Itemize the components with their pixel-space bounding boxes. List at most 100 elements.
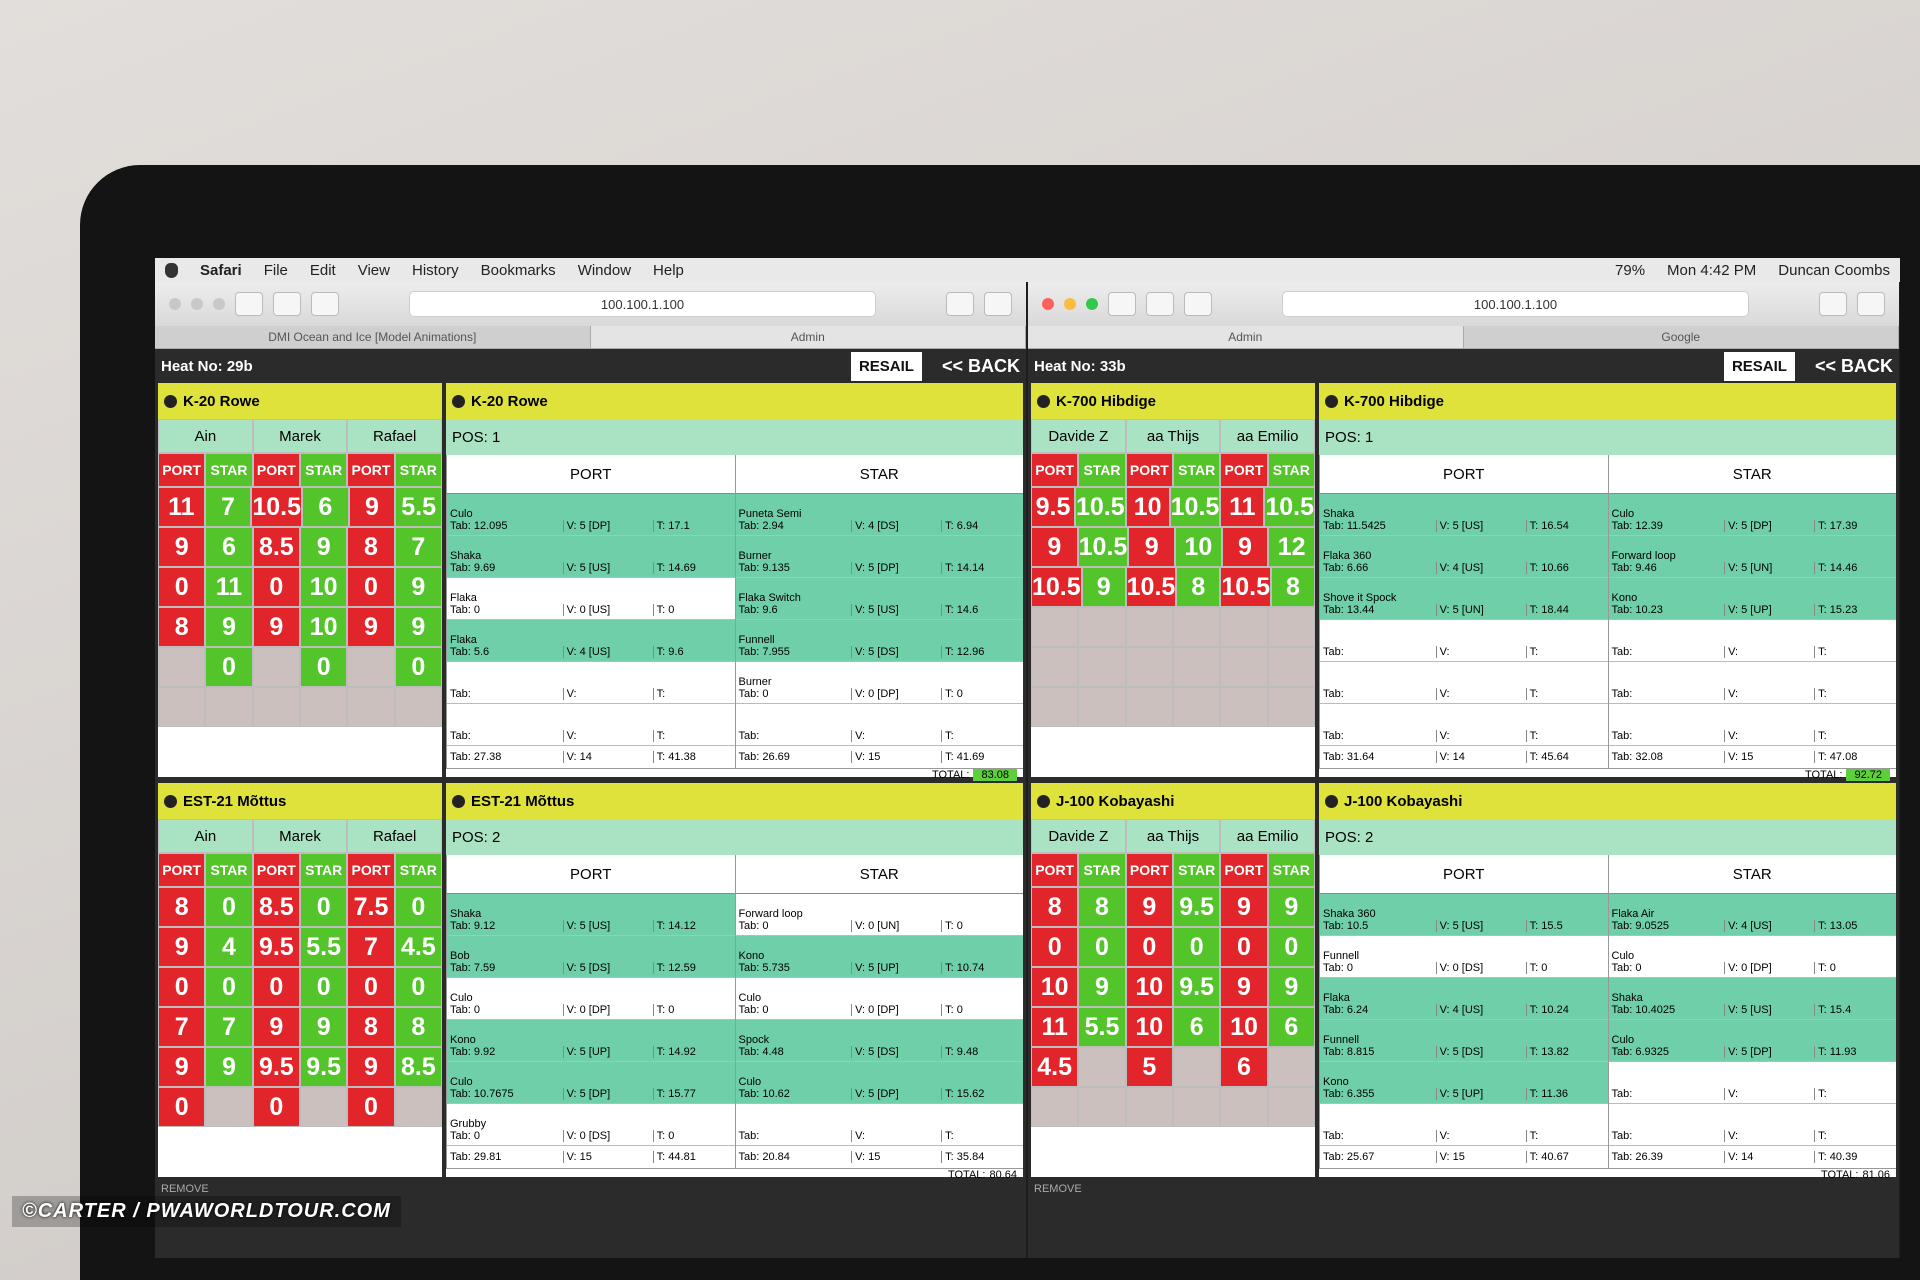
- score-cell[interactable]: [1125, 647, 1173, 687]
- back-link[interactable]: << BACK: [1814, 355, 1893, 376]
- wave-cell[interactable]: Flaka Air Tab: 9.0525 V: 4 [US] T: 13.05: [1608, 894, 1896, 936]
- score-cell[interactable]: [205, 1087, 253, 1127]
- score-cell[interactable]: 10.5: [251, 487, 302, 527]
- score-cell[interactable]: 9: [158, 1047, 206, 1087]
- score-cell[interactable]: 11: [158, 487, 205, 527]
- score-cell[interactable]: 7: [204, 487, 252, 527]
- score-cell[interactable]: 0: [347, 1087, 395, 1127]
- tab[interactable]: Admin: [1028, 326, 1464, 348]
- score-cell[interactable]: [1267, 647, 1315, 687]
- wave-cell[interactable]: Kono Tab: 10.23 V: 5 [UP] T: 15.23: [1608, 578, 1896, 620]
- score-cell[interactable]: 0: [299, 647, 348, 687]
- score-cell[interactable]: 5: [1125, 1047, 1173, 1087]
- score-cell[interactable]: 10: [1125, 1007, 1173, 1047]
- wave-cell[interactable]: Culo Tab: 12.095 V: 5 [DP] T: 17.1: [447, 494, 735, 536]
- toggle-icon[interactable]: [1037, 394, 1050, 408]
- share-button[interactable]: [1819, 292, 1847, 316]
- share-button[interactable]: [946, 292, 974, 316]
- wave-cell[interactable]: Tab: V: T:: [1608, 620, 1896, 662]
- user-name[interactable]: Duncan Coombs: [1778, 261, 1890, 279]
- score-cell[interactable]: 9: [299, 1007, 348, 1047]
- score-cell[interactable]: 8.5: [252, 527, 300, 567]
- wave-cell[interactable]: Funnell Tab: 7.955 V: 5 [DS] T: 12.96: [735, 620, 1023, 662]
- wave-cell[interactable]: Flaka Tab: 5.6 V: 4 [US] T: 9.6: [447, 620, 735, 662]
- score-cell[interactable]: 11: [1031, 1007, 1079, 1047]
- score-cell[interactable]: 9.5: [1172, 967, 1221, 1007]
- wave-cell[interactable]: Tab: V: T:: [1320, 662, 1608, 704]
- score-cell[interactable]: 8: [1271, 567, 1315, 607]
- score-cell[interactable]: 4.5: [1031, 1047, 1079, 1087]
- toggle-icon[interactable]: [164, 794, 177, 808]
- score-cell[interactable]: [1078, 1047, 1126, 1087]
- score-cell[interactable]: 4: [205, 927, 253, 967]
- score-cell[interactable]: 9: [1220, 967, 1268, 1007]
- score-cell[interactable]: 8: [158, 887, 206, 927]
- tab[interactable]: Admin: [590, 326, 1026, 348]
- wave-cell[interactable]: Burner Tab: 0 V: 0 [DP] T: 0: [735, 662, 1023, 704]
- score-cell[interactable]: 9: [1078, 967, 1126, 1007]
- score-cell[interactable]: [1078, 607, 1126, 647]
- score-cell[interactable]: 0: [1267, 927, 1315, 967]
- menu-item[interactable]: View: [357, 261, 390, 279]
- score-cell[interactable]: 9.5: [1172, 887, 1221, 927]
- wave-cell[interactable]: Flaka Switch Tab: 9.6 V: 5 [US] T: 14.6: [735, 578, 1023, 620]
- wave-cell[interactable]: Tab: V: T:: [447, 704, 735, 746]
- score-cell[interactable]: 0: [394, 967, 442, 1007]
- score-cell[interactable]: 5.5: [299, 927, 348, 967]
- wave-cell[interactable]: Puneta Semi Tab: 2.94 V: 4 [DS] T: 6.94: [735, 494, 1023, 536]
- score-cell[interactable]: 0: [394, 647, 442, 687]
- score-cell[interactable]: 9: [1125, 887, 1173, 927]
- score-cell[interactable]: [1172, 687, 1221, 727]
- score-cell[interactable]: 9: [347, 607, 395, 647]
- score-cell[interactable]: [252, 687, 300, 727]
- score-cell[interactable]: 6: [1220, 1047, 1268, 1087]
- toggle-icon[interactable]: [1037, 794, 1050, 808]
- window-control[interactable]: [1042, 298, 1054, 310]
- wave-cell[interactable]: Tab: V: T:: [1320, 704, 1608, 746]
- wave-cell[interactable]: Kono Tab: 5.735 V: 5 [UP] T: 10.74: [735, 936, 1023, 978]
- score-cell[interactable]: 9: [299, 527, 348, 567]
- score-cell[interactable]: 8: [394, 1007, 442, 1047]
- window-control[interactable]: [1086, 298, 1098, 310]
- score-cell[interactable]: 10.5: [1169, 487, 1221, 527]
- score-cell[interactable]: 9.5: [299, 1047, 348, 1087]
- score-cell[interactable]: [1220, 647, 1268, 687]
- wave-cell[interactable]: Tab: V: T:: [447, 662, 735, 704]
- score-cell[interactable]: 0: [1031, 927, 1079, 967]
- wave-cell[interactable]: Tab: V: T:: [1608, 1062, 1896, 1104]
- score-cell[interactable]: [1078, 647, 1126, 687]
- score-cell[interactable]: 10: [1125, 487, 1170, 527]
- score-cell[interactable]: 0: [299, 887, 348, 927]
- wave-cell[interactable]: Forward loop Tab: 0 V: 0 [UN] T: 0: [735, 894, 1023, 936]
- score-cell[interactable]: [205, 687, 253, 727]
- score-cell[interactable]: [252, 647, 300, 687]
- score-cell[interactable]: 10.5: [1077, 527, 1129, 567]
- score-cell[interactable]: [1125, 607, 1173, 647]
- score-cell[interactable]: 0: [347, 967, 395, 1007]
- score-cell[interactable]: [1172, 607, 1221, 647]
- score-cell[interactable]: [1078, 1087, 1126, 1127]
- forward-button[interactable]: [1146, 292, 1174, 316]
- score-cell[interactable]: 10.5: [1264, 487, 1315, 527]
- score-cell[interactable]: 6: [205, 527, 253, 567]
- score-cell[interactable]: 10: [1220, 1007, 1268, 1047]
- score-cell[interactable]: 7.5: [347, 887, 395, 927]
- tabs-button[interactable]: [1857, 292, 1885, 316]
- score-cell[interactable]: [299, 1087, 348, 1127]
- score-cell[interactable]: [1031, 1087, 1079, 1127]
- score-cell[interactable]: 9: [1031, 527, 1078, 567]
- wave-cell[interactable]: Flaka 360 Tab: 6.66 V: 4 [US] T: 10.66: [1320, 536, 1608, 578]
- score-cell[interactable]: [1220, 687, 1268, 727]
- tabs-button[interactable]: [984, 292, 1012, 316]
- sidebar-button[interactable]: [311, 292, 339, 316]
- wave-cell[interactable]: Culo Tab: 0 V: 0 [DP] T: 0: [1608, 936, 1896, 978]
- wave-cell[interactable]: Tab: V: T:: [735, 704, 1023, 746]
- score-cell[interactable]: 0: [205, 967, 253, 1007]
- score-cell[interactable]: 8: [347, 1007, 395, 1047]
- tab[interactable]: DMI Ocean and Ice [Model Animations]: [155, 326, 591, 348]
- score-cell[interactable]: 12: [1268, 527, 1315, 567]
- score-cell[interactable]: 9: [158, 927, 206, 967]
- window-control[interactable]: [191, 298, 203, 310]
- score-cell[interactable]: 4.5: [394, 927, 442, 967]
- score-cell[interactable]: 11: [1220, 487, 1265, 527]
